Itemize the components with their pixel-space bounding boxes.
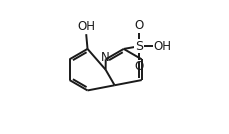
Text: N: N [100,51,109,64]
Text: OH: OH [77,21,95,34]
Text: O: O [134,60,143,73]
Text: OH: OH [153,40,170,53]
Text: O: O [134,19,143,32]
Text: S: S [134,40,142,53]
